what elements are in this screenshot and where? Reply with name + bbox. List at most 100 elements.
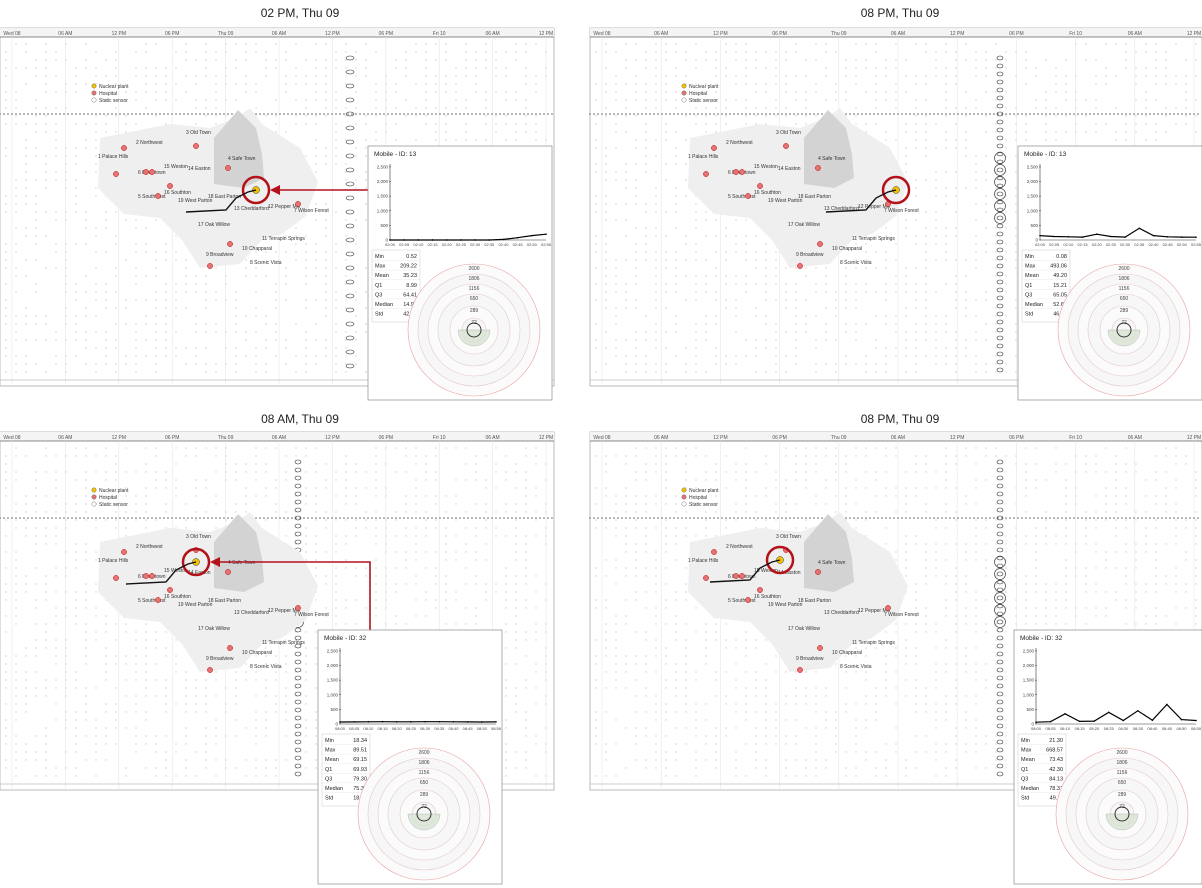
background-dot	[945, 43, 947, 45]
background-dot	[415, 139, 417, 141]
background-dot	[965, 315, 967, 317]
background-dot	[995, 107, 997, 109]
neighborhood-label: 1 Palace Hills	[98, 154, 129, 160]
background-dot	[885, 315, 887, 317]
background-dot	[1135, 99, 1137, 101]
background-dot	[515, 591, 517, 593]
background-dot	[1125, 123, 1127, 125]
background-dot	[75, 623, 77, 625]
background-dot	[815, 291, 817, 293]
background-dot	[895, 139, 897, 141]
background-dot	[995, 203, 997, 205]
background-dot	[165, 527, 167, 529]
background-dot	[325, 43, 327, 45]
background-dot	[215, 743, 217, 745]
background-dot	[335, 155, 337, 157]
background-dot	[795, 331, 797, 333]
timeline-tick-label: Wed 08	[3, 435, 20, 441]
background-dot	[455, 75, 457, 77]
background-dot	[505, 751, 507, 753]
series-point	[1195, 236, 1197, 239]
background-dot	[795, 123, 797, 125]
background-dot	[285, 83, 287, 85]
background-dot	[135, 91, 137, 93]
background-dot	[105, 623, 107, 625]
neighborhood-label: 12 Pepper Mill	[268, 204, 300, 210]
timeline-tick-label: Wed 08	[593, 31, 610, 37]
background-dot	[405, 559, 407, 561]
background-dot	[445, 543, 447, 545]
background-dot	[955, 275, 957, 277]
background-dot	[695, 107, 697, 109]
background-dot	[135, 511, 137, 513]
background-dot	[795, 363, 797, 365]
background-dot	[525, 479, 527, 481]
y-tick-label: 0	[1035, 238, 1038, 243]
background-dot	[525, 631, 527, 633]
background-dot	[265, 347, 267, 349]
background-dot	[45, 171, 47, 173]
background-dot	[25, 67, 27, 69]
background-dot	[535, 139, 537, 141]
guide-dot	[617, 113, 619, 115]
selection-highlight-ring	[241, 175, 271, 205]
background-dot	[1105, 83, 1107, 85]
background-dot	[595, 115, 597, 117]
background-dot	[105, 131, 107, 133]
background-dot	[255, 267, 257, 269]
background-dot	[25, 503, 27, 505]
background-dot	[635, 307, 637, 309]
background-dot	[615, 283, 617, 285]
background-dot	[935, 339, 937, 341]
background-dot	[455, 599, 457, 601]
stat-value: 0.52	[406, 254, 417, 260]
background-dot	[875, 107, 877, 109]
sensor-glyph	[996, 143, 1004, 149]
background-dot	[385, 551, 387, 553]
background-dot	[935, 51, 937, 53]
background-dot	[65, 275, 67, 277]
background-dot	[605, 251, 607, 253]
background-dot	[305, 767, 307, 769]
background-dot	[445, 575, 447, 577]
background-dot	[395, 535, 397, 537]
background-dot	[445, 447, 447, 449]
background-dot	[1185, 115, 1187, 117]
background-dot	[45, 235, 47, 237]
background-dot	[705, 315, 707, 317]
background-dot	[135, 735, 137, 737]
background-dot	[95, 687, 97, 689]
background-dot	[805, 91, 807, 93]
background-dot	[1185, 107, 1187, 109]
guide-dot	[299, 113, 301, 115]
background-dot	[65, 219, 67, 221]
background-dot	[975, 203, 977, 205]
background-dot	[5, 339, 7, 341]
background-dot	[185, 267, 187, 269]
guide-dot	[1065, 113, 1067, 115]
background-dot	[5, 655, 7, 657]
background-dot	[195, 59, 197, 61]
background-dot	[145, 243, 147, 245]
background-dot	[1005, 259, 1007, 261]
stat-value: 49.20	[1053, 273, 1067, 279]
background-dot	[705, 371, 707, 373]
background-dot	[535, 91, 537, 93]
background-dot	[475, 575, 477, 577]
background-dot	[45, 43, 47, 45]
background-dot	[75, 479, 77, 481]
background-dot	[635, 163, 637, 165]
background-dot	[635, 115, 637, 117]
background-dot	[355, 275, 357, 277]
background-dot	[75, 559, 77, 561]
x-tick-label: 02:45	[513, 242, 524, 247]
background-dot	[45, 107, 47, 109]
neighborhood-label: 11 Terrapin Springs	[852, 236, 895, 242]
background-dot	[545, 535, 547, 537]
background-dot	[965, 187, 967, 189]
background-dot	[395, 623, 397, 625]
map-region	[688, 108, 908, 268]
background-dot	[525, 495, 527, 497]
background-dot	[825, 99, 827, 101]
background-dot	[745, 259, 747, 261]
